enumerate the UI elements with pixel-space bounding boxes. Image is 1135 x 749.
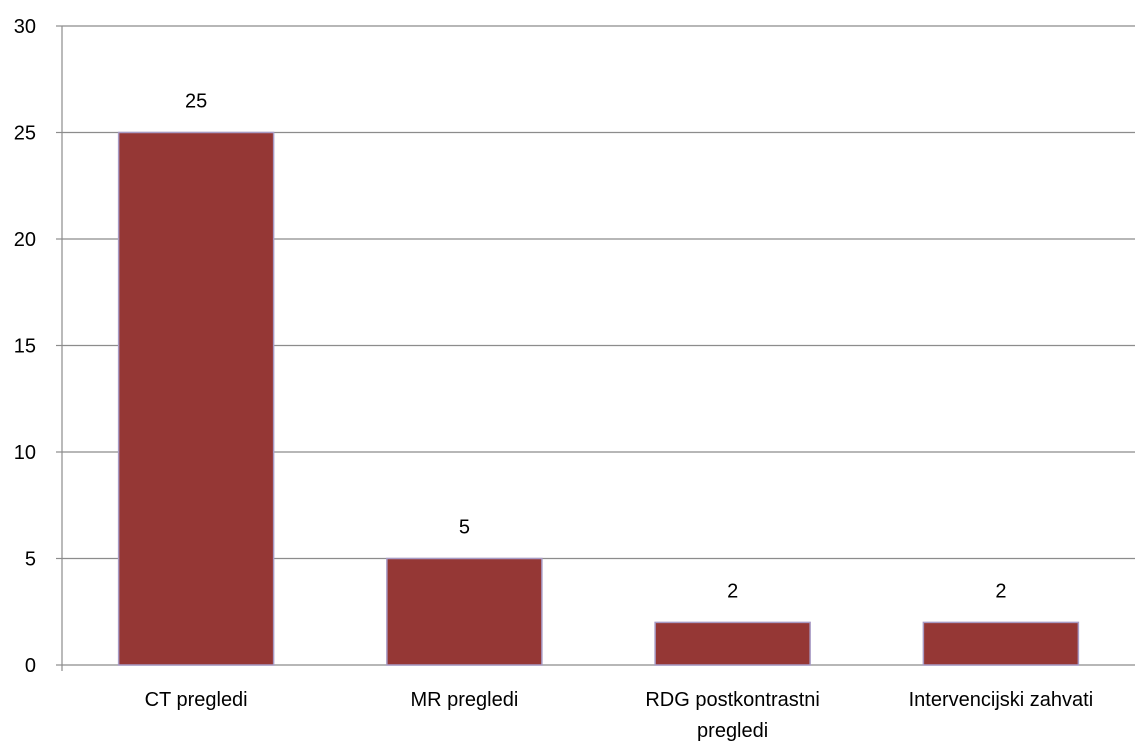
bar xyxy=(117,131,275,666)
x-tick-label: MR pregledi xyxy=(410,689,518,711)
y-tick-label: 5 xyxy=(25,549,36,571)
y-tick-label: 30 xyxy=(14,16,36,38)
bar xyxy=(386,557,543,666)
x-tick-label: CT pregledi xyxy=(145,689,248,711)
y-tick-label: 25 xyxy=(14,123,36,145)
y-tick-label: 15 xyxy=(14,336,36,358)
bar-value-label: 2 xyxy=(727,580,738,602)
x-tick-label: pregledi xyxy=(697,720,768,742)
bars xyxy=(117,131,1080,666)
bar xyxy=(922,621,1080,666)
y-tick-label: 20 xyxy=(14,229,36,251)
data-labels: 25 5 2 2 xyxy=(185,91,1006,603)
y-tick-labels: 0 5 10 15 20 25 30 xyxy=(14,16,36,677)
bar-value-label: 2 xyxy=(995,580,1006,602)
x-tick-label: Intervencijski zahvati xyxy=(909,689,1094,711)
bar-value-label: 5 xyxy=(459,517,470,539)
x-tick-labels: CT pregledi MR pregledi RDG postkontrastni… xyxy=(145,689,1094,742)
bar xyxy=(654,621,811,666)
y-tick-label: 0 xyxy=(25,655,36,677)
y-tick-label: 10 xyxy=(14,442,36,464)
bar-value-label: 25 xyxy=(185,91,207,113)
x-tick-label: RDG postkontrastni xyxy=(645,689,820,711)
